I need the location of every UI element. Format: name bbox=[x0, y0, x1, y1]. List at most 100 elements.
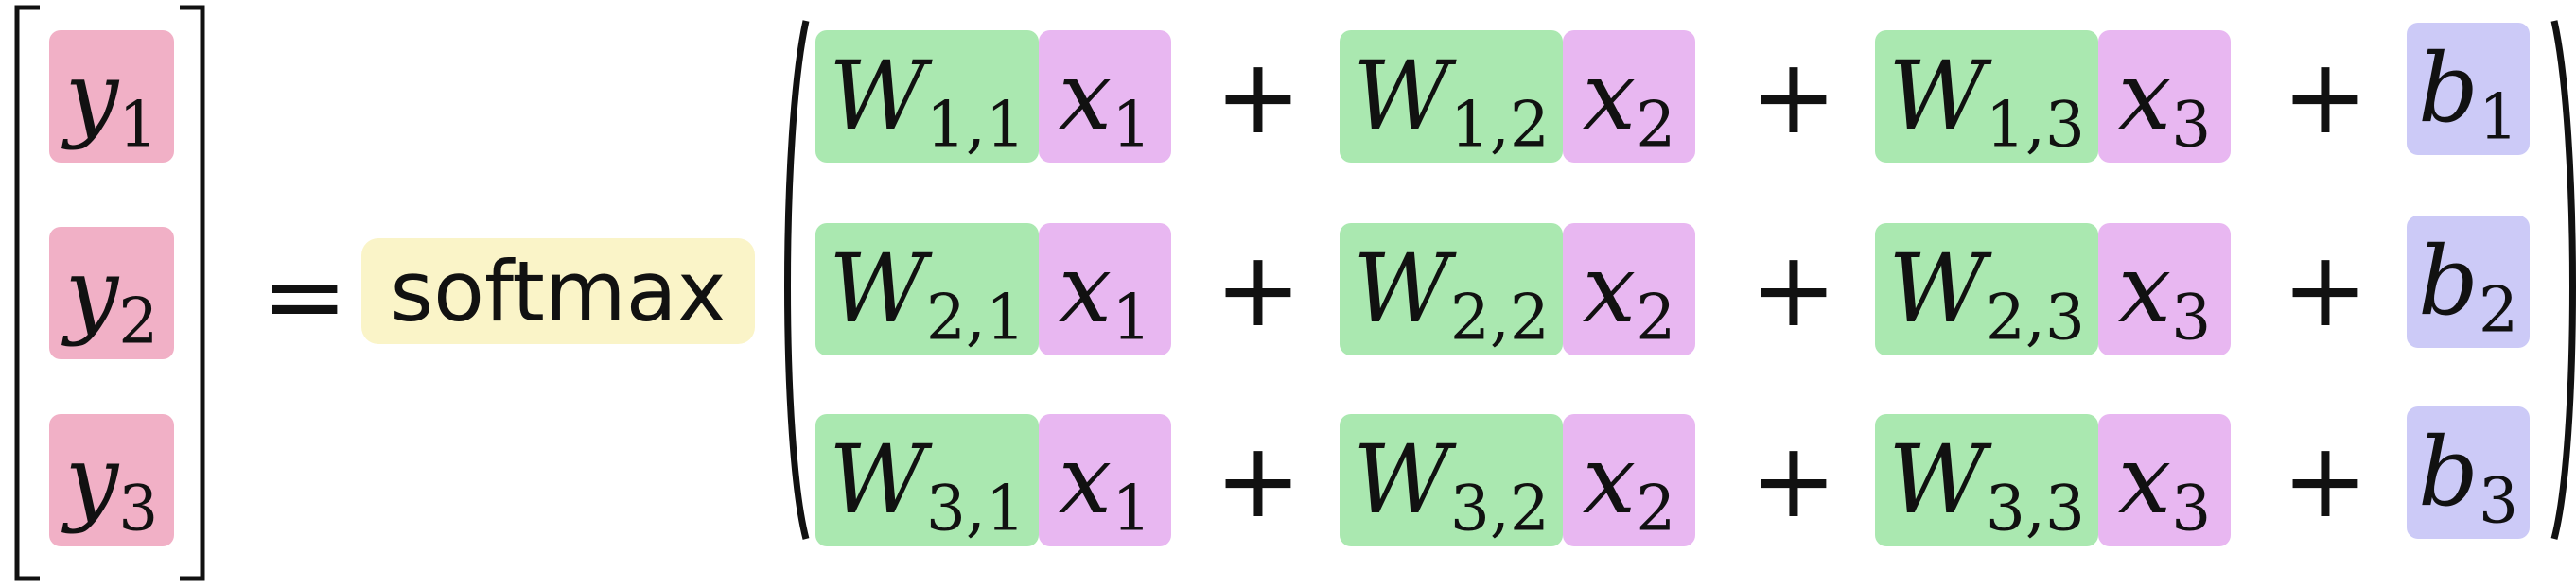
plus-sign-row1-3: + bbox=[2281, 36, 2370, 157]
y2-cell-subscript: 2 bbox=[118, 285, 159, 358]
right-parenthesis bbox=[2550, 20, 2576, 540]
y2-cell: y2 bbox=[49, 227, 174, 359]
x-3-row3-cell-subscript: 3 bbox=[2171, 472, 2212, 545]
b2-cell-base: b bbox=[2417, 226, 2479, 337]
w-1-1-cell-math: W1,1 bbox=[829, 49, 1025, 156]
x-1-row1-cell-base: x bbox=[1058, 41, 1113, 151]
b3-cell-math: b3 bbox=[2418, 425, 2518, 532]
x-3-row3-cell-math: x3 bbox=[2118, 433, 2211, 540]
b2-cell-math: b2 bbox=[2418, 234, 2518, 341]
plus-sign-row3-2: + bbox=[1749, 420, 1838, 541]
y3-cell-base: y bbox=[64, 424, 119, 535]
x-1-row2-cell-subscript: 1 bbox=[1112, 281, 1152, 355]
w-3-2-cell-base: W bbox=[1353, 424, 1450, 535]
w-2-3-cell-math: W2,3 bbox=[1888, 242, 2085, 349]
x-2-row3-cell-subscript: 2 bbox=[1636, 472, 1676, 545]
y1-cell-math: y1 bbox=[65, 49, 159, 156]
y3-cell: y3 bbox=[49, 414, 174, 546]
w-2-2-cell-subscript: 2,2 bbox=[1449, 281, 1550, 355]
b1-cell-base: b bbox=[2417, 33, 2479, 144]
x-3-row2-cell-base: x bbox=[2117, 233, 2172, 344]
w-1-2-cell-subscript: 1,2 bbox=[1449, 88, 1550, 162]
x-1-row2-cell: x1 bbox=[1039, 223, 1171, 355]
b3-cell-base: b bbox=[2417, 417, 2479, 527]
left-square-bracket bbox=[14, 5, 40, 581]
w-3-1-cell-base: W bbox=[829, 424, 926, 535]
plus-sign-row2-3: + bbox=[2281, 229, 2370, 350]
w-1-2-cell: W1,2 bbox=[1340, 30, 1563, 163]
b1-cell-subscript: 1 bbox=[2479, 80, 2518, 154]
w-1-3-cell: W1,3 bbox=[1875, 30, 2098, 163]
x-3-row3-cell: x3 bbox=[2098, 414, 2231, 546]
b3-cell-subscript: 3 bbox=[2479, 464, 2518, 538]
x-1-row3-cell-subscript: 1 bbox=[1112, 472, 1152, 545]
x-1-row1-cell-subscript: 1 bbox=[1112, 88, 1152, 162]
x-2-row3-cell-math: x2 bbox=[1583, 433, 1675, 540]
w-2-2-cell-math: W2,2 bbox=[1353, 242, 1550, 349]
x-3-row2-cell: x3 bbox=[2098, 223, 2231, 355]
x-2-row2-cell-base: x bbox=[1582, 233, 1637, 344]
w-3-2-cell-subscript: 3,2 bbox=[1449, 472, 1550, 545]
w-3-3-cell-base: W bbox=[1888, 424, 1986, 535]
x-1-row1-cell: x1 bbox=[1039, 30, 1171, 163]
x-3-row1-cell-math: x3 bbox=[2118, 49, 2211, 156]
x-1-row3-cell-base: x bbox=[1058, 424, 1113, 535]
w-1-1-cell-subscript: 1,1 bbox=[925, 88, 1025, 162]
x-3-row1-cell-subscript: 3 bbox=[2171, 88, 2212, 162]
x-3-row2-cell-math: x3 bbox=[2118, 242, 2211, 349]
x-3-row2-cell-subscript: 3 bbox=[2171, 281, 2212, 355]
w-3-3-cell: W3,3 bbox=[1875, 414, 2098, 546]
x-2-row3-cell-base: x bbox=[1582, 424, 1637, 535]
equals-sign: = bbox=[260, 235, 349, 356]
left-parenthesis bbox=[784, 20, 810, 540]
softmax-label: softmax bbox=[361, 238, 755, 344]
w-2-1-cell-base: W bbox=[829, 233, 926, 344]
w-3-1-cell: W3,1 bbox=[815, 414, 1039, 546]
x-2-row1-cell: x2 bbox=[1563, 30, 1695, 163]
w-3-2-cell: W3,2 bbox=[1340, 414, 1563, 546]
w-2-3-cell: W2,3 bbox=[1875, 223, 2098, 355]
y2-cell-math: y2 bbox=[65, 246, 159, 353]
x-3-row1-cell: x3 bbox=[2098, 30, 2231, 163]
w-3-1-cell-subscript: 3,1 bbox=[925, 472, 1025, 545]
plus-sign-row2-2: + bbox=[1749, 229, 1838, 350]
x-2-row1-cell-math: x2 bbox=[1583, 49, 1675, 156]
w-2-1-cell: W2,1 bbox=[815, 223, 1039, 355]
x-1-row2-cell-math: x1 bbox=[1059, 242, 1151, 349]
x-3-row3-cell-base: x bbox=[2117, 424, 2172, 535]
w-3-2-cell-math: W3,2 bbox=[1353, 433, 1550, 540]
x-2-row2-cell-subscript: 2 bbox=[1636, 281, 1676, 355]
y3-cell-math: y3 bbox=[65, 433, 159, 540]
y2-cell-base: y bbox=[64, 237, 119, 348]
x-1-row2-cell-base: x bbox=[1058, 233, 1113, 344]
b2-cell-subscript: 2 bbox=[2479, 273, 2518, 347]
w-3-1-cell-math: W3,1 bbox=[829, 433, 1025, 540]
plus-sign-row3-1: + bbox=[1214, 420, 1303, 541]
w-1-1-cell-base: W bbox=[829, 41, 926, 151]
x-2-row1-cell-subscript: 2 bbox=[1636, 88, 1676, 162]
w-2-1-cell-math: W2,1 bbox=[829, 242, 1025, 349]
x-2-row3-cell: x2 bbox=[1563, 414, 1695, 546]
y1-cell-subscript: 1 bbox=[118, 88, 159, 162]
right-square-bracket bbox=[180, 5, 205, 581]
x-1-row3-cell: x1 bbox=[1039, 414, 1171, 546]
b1-cell-math: b1 bbox=[2418, 42, 2518, 148]
w-1-3-cell-math: W1,3 bbox=[1888, 49, 2085, 156]
w-2-2-cell-base: W bbox=[1353, 233, 1450, 344]
w-1-2-cell-math: W1,2 bbox=[1353, 49, 1550, 156]
x-2-row1-cell-base: x bbox=[1582, 41, 1637, 151]
w-2-3-cell-subscript: 2,3 bbox=[1985, 281, 2085, 355]
w-1-3-cell-subscript: 1,3 bbox=[1985, 88, 2085, 162]
w-2-2-cell: W2,2 bbox=[1340, 223, 1563, 355]
y3-cell-subscript: 3 bbox=[118, 472, 159, 545]
b2-cell: b2 bbox=[2407, 216, 2530, 348]
w-1-3-cell-base: W bbox=[1888, 41, 1986, 151]
y1-cell-base: y bbox=[64, 41, 119, 151]
b1-cell: b1 bbox=[2407, 23, 2530, 155]
w-2-1-cell-subscript: 2,1 bbox=[925, 281, 1025, 355]
x-1-row1-cell-math: x1 bbox=[1059, 49, 1151, 156]
x-2-row2-cell-math: x2 bbox=[1583, 242, 1675, 349]
x-1-row3-cell-math: x1 bbox=[1059, 433, 1151, 540]
